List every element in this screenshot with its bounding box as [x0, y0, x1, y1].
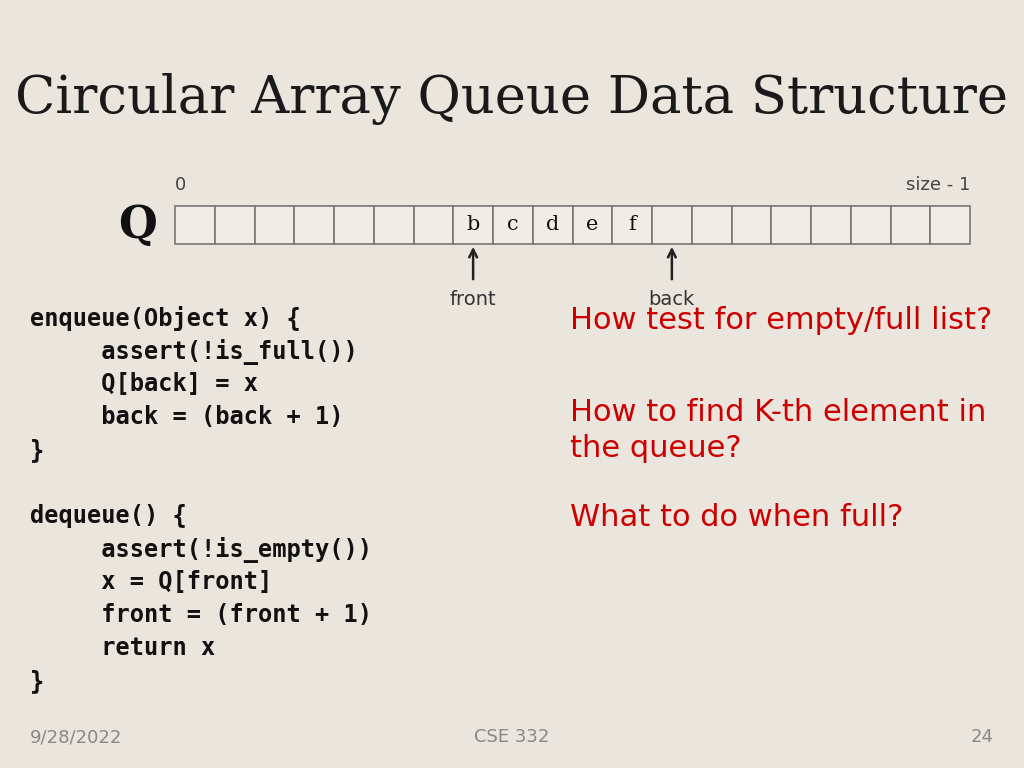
Bar [532, 206, 572, 244]
Bar [692, 206, 731, 244]
Bar [891, 206, 930, 244]
Text: What to do when full?: What to do when full? [570, 503, 903, 532]
Text: back: back [649, 290, 695, 309]
Bar [255, 206, 294, 244]
Text: assert(!is_full()): assert(!is_full()) [30, 339, 357, 365]
Text: c: c [507, 216, 519, 234]
Text: size - 1: size - 1 [905, 176, 970, 194]
Bar [414, 206, 454, 244]
Text: enqueue(Object x) {: enqueue(Object x) { [30, 306, 301, 331]
Text: f: f [629, 216, 636, 234]
Text: How test for empty/full list?: How test for empty/full list? [570, 306, 992, 335]
Bar [493, 206, 532, 244]
Text: CSE 332: CSE 332 [474, 728, 550, 746]
Bar [215, 206, 255, 244]
Text: 9/28/2022: 9/28/2022 [30, 728, 123, 746]
Bar [374, 206, 414, 244]
Text: Q: Q [118, 204, 157, 247]
Text: b: b [467, 216, 480, 234]
Text: Q[back] = x: Q[back] = x [30, 372, 258, 396]
Text: back = (back + 1): back = (back + 1) [30, 405, 343, 429]
Text: front: front [450, 290, 497, 309]
Text: 24: 24 [971, 728, 994, 746]
Text: return x: return x [30, 636, 215, 660]
Bar [334, 206, 374, 244]
Bar [652, 206, 692, 244]
Text: }: } [30, 669, 44, 693]
Text: How to find K-th element in
the queue?: How to find K-th element in the queue? [570, 398, 986, 463]
Bar [454, 206, 493, 244]
Text: x = Q[front]: x = Q[front] [30, 570, 272, 594]
Bar [771, 206, 811, 244]
Text: assert(!is_empty()): assert(!is_empty()) [30, 537, 372, 563]
Text: }: } [30, 438, 44, 462]
Text: dequeue() {: dequeue() { [30, 504, 186, 528]
Text: Circular Array Queue Data Structure: Circular Array Queue Data Structure [15, 73, 1009, 125]
Bar [572, 206, 612, 244]
Bar [930, 206, 970, 244]
Bar [294, 206, 334, 244]
Text: d: d [546, 216, 559, 234]
Bar [811, 206, 851, 244]
Bar [731, 206, 771, 244]
Bar [612, 206, 652, 244]
Text: e: e [586, 216, 599, 234]
Text: front = (front + 1): front = (front + 1) [30, 603, 372, 627]
Bar [851, 206, 891, 244]
Bar [175, 206, 215, 244]
Text: 0: 0 [175, 176, 186, 194]
